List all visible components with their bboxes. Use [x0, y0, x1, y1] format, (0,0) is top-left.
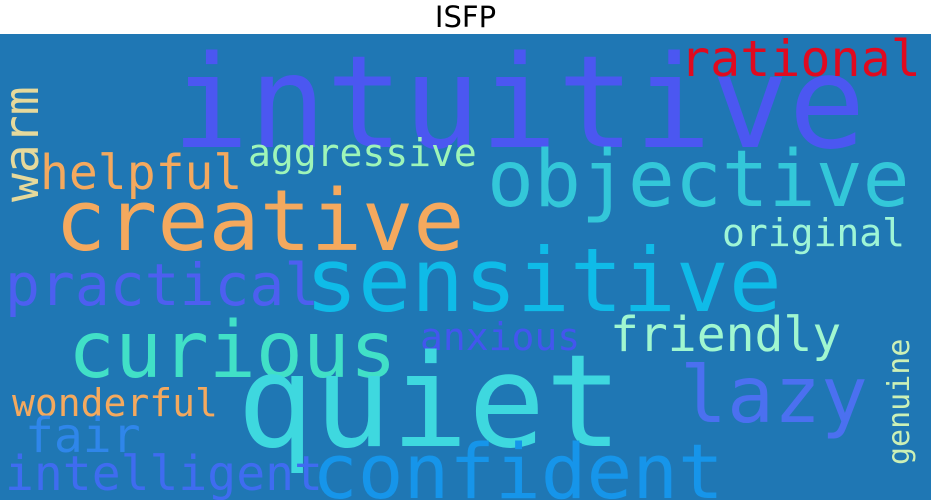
figure-title: ISFP: [434, 0, 497, 34]
word-aggressive: aggressive: [248, 131, 477, 175]
word-rational: rational: [680, 34, 921, 88]
word-helpful: helpful: [40, 145, 243, 201]
word-sensitive: sensitive: [305, 229, 782, 332]
word-confident: confident: [312, 427, 724, 500]
word-curious: curious: [68, 306, 397, 396]
word-original: original: [722, 211, 906, 255]
word-genuine: genuine: [882, 339, 917, 466]
word-fair: fair: [25, 408, 141, 464]
word-objective: objective: [487, 135, 910, 225]
word-cloud-canvas: intuitive rational warm helpful aggressi…: [0, 34, 931, 500]
word-intelligent: intelligent: [5, 446, 323, 500]
word-quiet: quiet: [237, 328, 623, 477]
word-intuitive: intuitive: [172, 34, 866, 178]
word-wonderful: wonderful: [12, 381, 218, 425]
word-practical: practical: [5, 251, 320, 319]
word-anxious: anxious: [420, 315, 581, 359]
word-lazy: lazy: [680, 351, 868, 441]
word-creative: creative: [55, 172, 465, 271]
word-friendly: friendly: [610, 307, 842, 363]
